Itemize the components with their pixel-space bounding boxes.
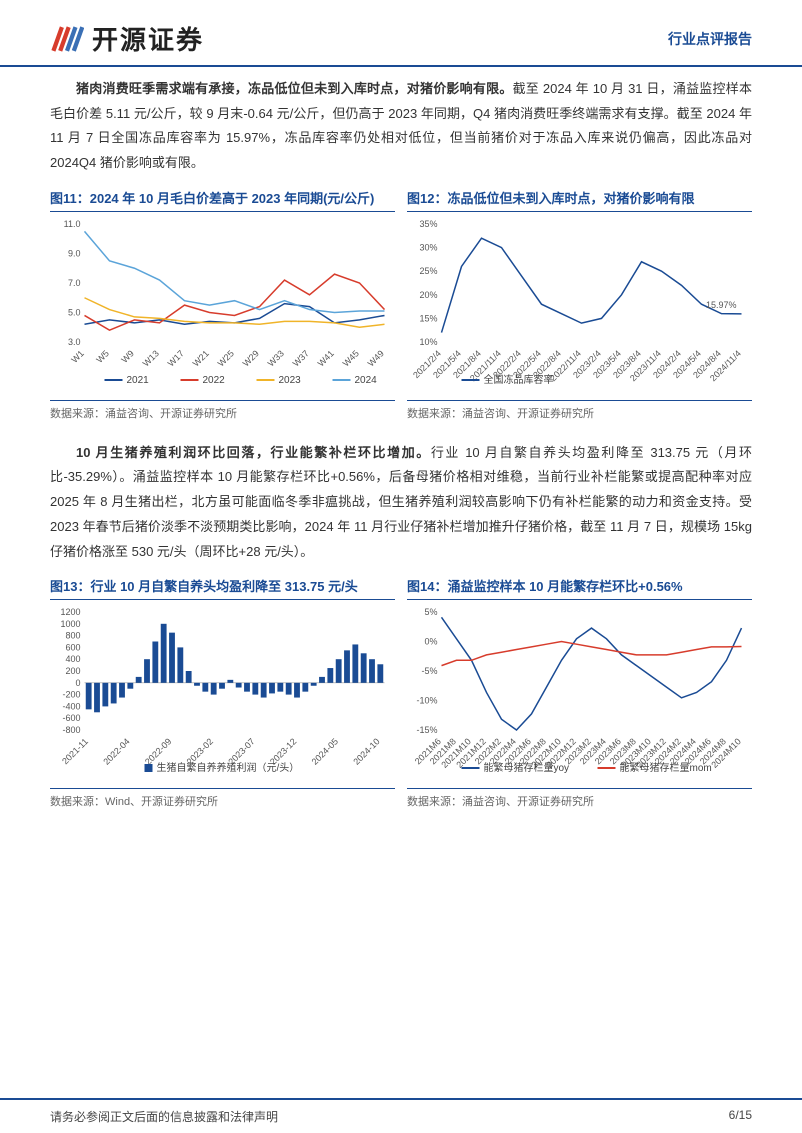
svg-text:2024-05: 2024-05 [310,737,340,767]
footer-disclaimer: 请务必参阅正文后面的信息披露和法律声明 [50,1108,278,1125]
report-body: 猪肉消费旺季需求端有承接，冻品低位但未到入库时点，对猪价影响有限。截至 2024… [0,67,802,825]
chart14-svg: -15%-10%-5%0%5%2021M62021M82021M102021M1… [407,604,752,784]
chart14-title: 图14：涌益监控样本 10 月能繁存栏环比+0.56% [407,576,752,595]
chart14-box: -15%-10%-5%0%5%2021M62021M82021M102021M1… [407,599,752,789]
chart14-source: 数据来源：涌益咨询、开源证券研究所 [407,793,752,809]
svg-text:2022: 2022 [203,375,226,386]
footer-page: 6/15 [729,1108,752,1125]
svg-text:W37: W37 [291,348,311,368]
svg-text:2024: 2024 [355,375,378,386]
svg-text:W45: W45 [341,348,361,368]
chart11-source: 数据来源：涌益咨询、开源证券研究所 [50,405,395,421]
svg-text:-5%: -5% [421,666,437,676]
para1-bold: 猪肉消费旺季需求端有承接，冻品低位但未到入库时点，对猪价影响有限。 [76,81,513,96]
svg-text:400: 400 [65,654,80,664]
svg-text:能繁母猪存栏量mom: 能繁母猪存栏量mom [620,761,712,774]
logo-icon [50,22,84,56]
svg-text:600: 600 [65,643,80,653]
company-logo: 开源证券 [50,20,204,57]
svg-text:25%: 25% [419,266,437,276]
svg-text:W17: W17 [166,348,186,368]
company-name: 开源证券 [92,20,204,57]
svg-text:W13: W13 [141,348,161,368]
chart-row-1: 图11：2024 年 10 月毛白价差高于 2023 年同期(元/公斤) 3.0… [50,188,752,437]
svg-text:W29: W29 [241,348,261,368]
svg-text:2023: 2023 [279,375,302,386]
svg-text:0: 0 [75,678,80,688]
chart13-svg: -800 -600-400 -200 0 200 400600 800 1000 1200 202… [50,604,395,784]
chart-row-2: 图13：行业 10 月自繁自养头均盈利降至 313.75 元/头 -800 -60… [50,576,752,825]
svg-text:W41: W41 [316,348,336,368]
para2-bold: 10 月生猪养殖利润环比回落，行业能繁补栏环比增加。 [76,445,431,460]
svg-text:-200: -200 [62,690,80,700]
svg-text:11.0: 11.0 [64,219,81,229]
chart12-col: 图12：冻品低位但未到入库时点，对猪价影响有限 10% 15% 20% 25% 30% 3… [407,188,752,437]
chart14-col: 图14：涌益监控样本 10 月能繁存栏环比+0.56% -15% -10% -5% 0… [407,576,752,825]
svg-text:全国冻品库容率: 全国冻品库容率 [484,373,554,386]
svg-text:W9: W9 [119,348,136,365]
chart11-box: 3.0 5.0 7.0 9.0 11.0 W1 W5 W9 W13W17W21W25W29W33… [50,211,395,401]
svg-text:5%: 5% [424,607,437,617]
svg-text:-800: -800 [62,725,80,735]
chart13-box: -800 -600-400 -200 0 200 400600 800 1000 1200 202… [50,599,395,789]
svg-text:-10%: -10% [416,696,437,706]
svg-text:-15%: -15% [416,725,437,735]
svg-text:15%: 15% [419,313,437,323]
svg-text:2021-11: 2021-11 [60,737,90,767]
svg-text:5.0: 5.0 [68,307,81,317]
para2-rest: 行业 10 月自繁自养头均盈利降至 313.75 元（月环比-35.29%）。涌… [50,445,752,559]
svg-text:2024-10: 2024-10 [351,737,381,767]
paragraph-1: 猪肉消费旺季需求端有承接，冻品低位但未到入库时点，对猪价影响有限。截至 2024… [50,77,752,176]
chart12-svg: 10%15%20%25%30%35%2021/2/42021/5/42021/8… [407,216,752,396]
svg-text:W25: W25 [216,348,236,368]
svg-text:10%: 10% [419,337,437,347]
report-type: 行业点评报告 [668,29,752,49]
svg-text:W21: W21 [191,348,211,368]
chart13-source: 数据来源：Wind、开源证券研究所 [50,793,395,809]
svg-text:200: 200 [65,666,80,676]
chart11-col: 图11：2024 年 10 月毛白价差高于 2023 年同期(元/公斤) 3.0… [50,188,395,437]
chart12-source: 数据来源：涌益咨询、开源证券研究所 [407,405,752,421]
svg-text:30%: 30% [419,242,437,252]
svg-text:W33: W33 [266,348,286,368]
svg-text:1200: 1200 [60,607,80,617]
svg-text:1000: 1000 [60,619,80,629]
svg-text:生猪自繁自养养殖利润（元/头）: 生猪自繁自养养殖利润（元/头） [157,761,300,774]
svg-text:3.0: 3.0 [68,337,81,347]
svg-text:9.0: 9.0 [68,248,81,258]
report-footer: 请务必参阅正文后面的信息披露和法律声明 6/15 [0,1098,802,1133]
svg-text:W49: W49 [366,348,386,368]
chart13-col: 图13：行业 10 月自繁自养头均盈利降至 313.75 元/头 -800 -60… [50,576,395,825]
chart13-title: 图13：行业 10 月自繁自养头均盈利降至 313.75 元/头 [50,576,395,595]
chart12-box: 10%15%20%25%30%35%2021/2/42021/5/42021/8… [407,211,752,401]
svg-text:2022-04: 2022-04 [101,737,131,767]
chart11-title: 图11：2024 年 10 月毛白价差高于 2023 年同期(元/公斤) [50,188,395,207]
svg-text:35%: 35% [419,219,437,229]
svg-text:15.97%: 15.97% [706,300,737,310]
report-header: 开源证券 行业点评报告 [0,0,802,67]
svg-text:2021: 2021 [127,375,150,386]
svg-text:W5: W5 [94,348,111,365]
svg-text:7.0: 7.0 [68,278,81,288]
svg-text:能繁母猪存栏量yoy: 能繁母猪存栏量yoy [484,761,570,774]
svg-text:0%: 0% [424,637,437,647]
svg-text:20%: 20% [419,290,437,300]
svg-text:-400: -400 [62,702,80,712]
svg-text:-600: -600 [62,713,80,723]
chart12-title: 图12：冻品低位但未到入库时点，对猪价影响有限 [407,188,752,207]
chart11-svg: 3.0 5.0 7.0 9.0 11.0 W1 W5 W9 W13W17W21W25W29W33… [50,216,395,396]
svg-text:800: 800 [65,631,80,641]
svg-text:W1: W1 [69,348,86,365]
paragraph-2: 10 月生猪养殖利润环比回落，行业能繁补栏环比增加。行业 10 月自繁自养头均盈… [50,441,752,564]
